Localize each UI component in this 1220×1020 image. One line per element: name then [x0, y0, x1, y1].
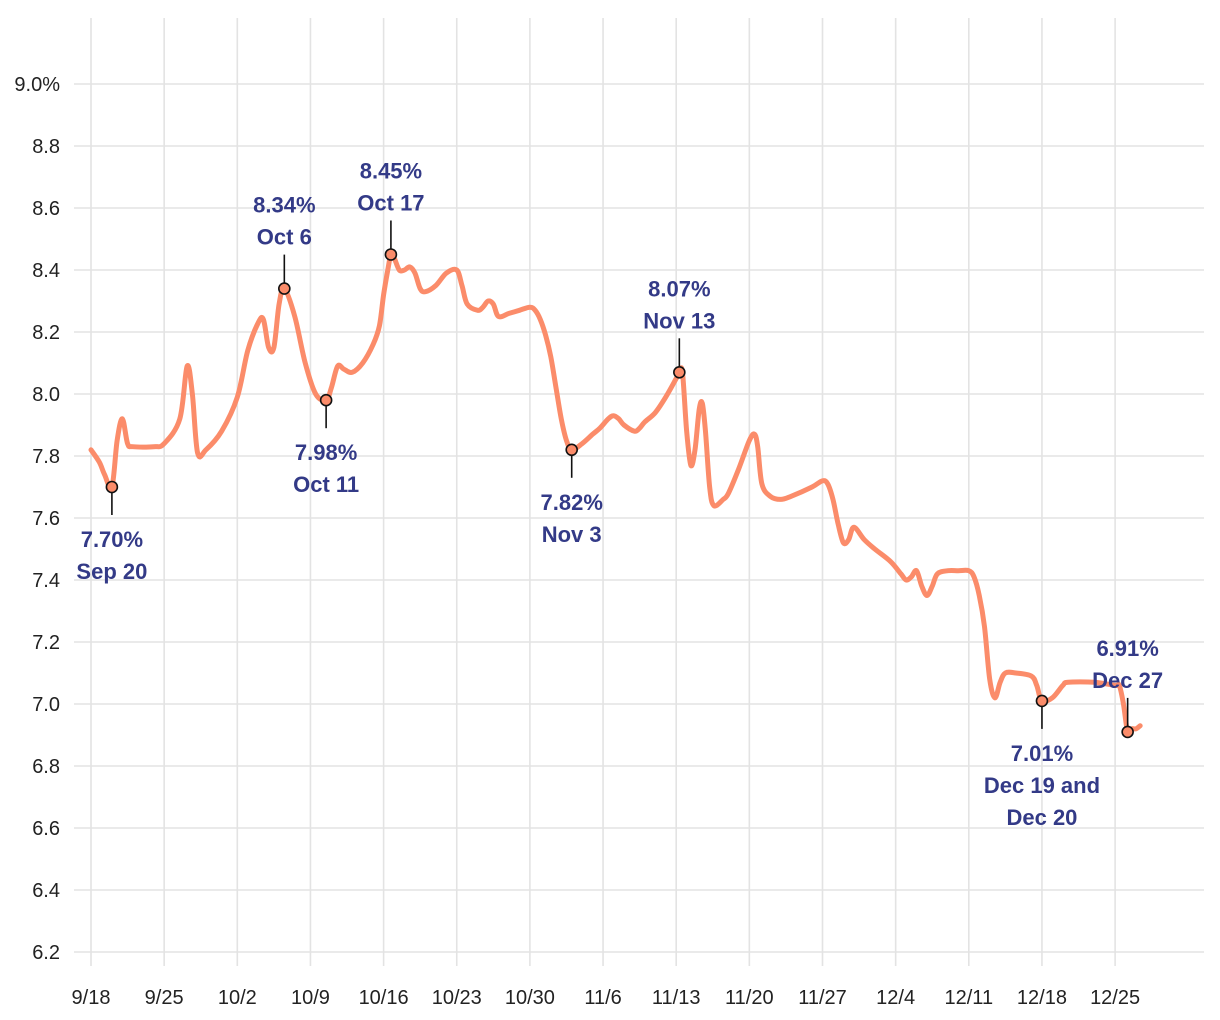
annotation-label: Dec 20: [1006, 805, 1077, 830]
annotation-label: 8.34%: [253, 193, 315, 218]
x-tick-label: 10/16: [359, 987, 409, 1009]
annotation-label: 7.70%: [81, 527, 143, 552]
annotation-marker: [105, 480, 119, 494]
annotations: 7.70% Sep 20 8.34% Oct 6 7.98% Oct 11 8.45% Oct…: [76, 159, 1163, 830]
annotation-label: 6.91%: [1096, 636, 1158, 661]
series-layer: [88, 251, 1143, 736]
annotation-label: Nov 3: [542, 522, 602, 547]
annotation-label: Nov 13: [643, 308, 715, 333]
annotation-marker: [565, 443, 579, 457]
x-tick-label: 10/9: [291, 987, 330, 1009]
y-tick-label: 7.8: [32, 446, 60, 468]
x-tick-label: 10/23: [432, 987, 482, 1009]
y-tick-label: 8.8: [32, 136, 60, 158]
x-tick-label: 11/20: [725, 987, 774, 1009]
x-tick-label: 10/2: [218, 987, 257, 1009]
x-tick-label: 10/30: [505, 987, 555, 1009]
annotation-label: 8.45%: [360, 159, 422, 184]
annotation-marker: [319, 393, 333, 407]
annotation-marker: [384, 248, 398, 261]
annotation-label: Dec 19 and: [984, 773, 1100, 798]
annotation-label: Oct 11: [293, 472, 359, 497]
x-tick-label: 11/13: [652, 987, 701, 1009]
y-tick-label: 7.0: [32, 694, 60, 716]
x-tick-label: 12/18: [1017, 987, 1067, 1009]
x-tick-label: 9/18: [72, 987, 111, 1009]
gridlines: [74, 18, 1204, 966]
annotation-label: 8.07%: [648, 276, 710, 301]
x-axis-ticks: 9/18 9/25 10/2 10/9 10/16 10/23 10/30 11/6 11/13…: [72, 987, 1141, 1009]
x-tick-label: 12/4: [876, 987, 915, 1009]
annotation-label: 7.98%: [295, 440, 357, 465]
annotation-label: Oct 17: [357, 191, 424, 216]
x-tick-label: 12/25: [1090, 987, 1140, 1009]
annotation-marker: [673, 365, 686, 379]
annotation-label: 7.82%: [541, 490, 603, 515]
y-tick-label: 9.0%: [14, 74, 60, 96]
y-tick-label: 8.2: [32, 322, 60, 344]
y-tick-label: 8.4: [32, 260, 60, 282]
annotation-marker: [1121, 725, 1134, 739]
annotation-label: 7.01%: [1011, 741, 1073, 766]
y-tick-label: 6.8: [32, 756, 60, 778]
y-tick-label: 6.4: [32, 880, 60, 902]
x-tick-label: 11/6: [584, 987, 621, 1009]
y-tick-label: 7.6: [32, 508, 60, 530]
y-tick-label: 6.6: [32, 818, 60, 840]
annotation-label: Dec 27: [1092, 668, 1163, 693]
annotation-label: Sep 20: [76, 559, 147, 584]
annotation-label: Oct 6: [257, 225, 312, 250]
y-tick-label: 8.6: [32, 198, 60, 220]
x-tick-label: 12/11: [945, 987, 994, 1009]
y-axis-ticks: 9.0% 8.8 8.6 8.4 8.2 8.0 7.8 7.6 7.4 7.2 7.0 6.8 6.6…: [14, 74, 60, 964]
y-tick-label: 7.2: [32, 632, 60, 654]
series-line: [88, 251, 1143, 736]
y-tick-label: 8.0: [32, 384, 60, 406]
x-tick-label: 9/25: [145, 987, 184, 1009]
y-tick-label: 7.4: [32, 570, 60, 592]
y-tick-label: 6.2: [32, 942, 60, 964]
x-tick-label: 11/27: [798, 987, 847, 1009]
annotation-marker: [278, 282, 291, 295]
annotation-marker: [1035, 694, 1049, 708]
